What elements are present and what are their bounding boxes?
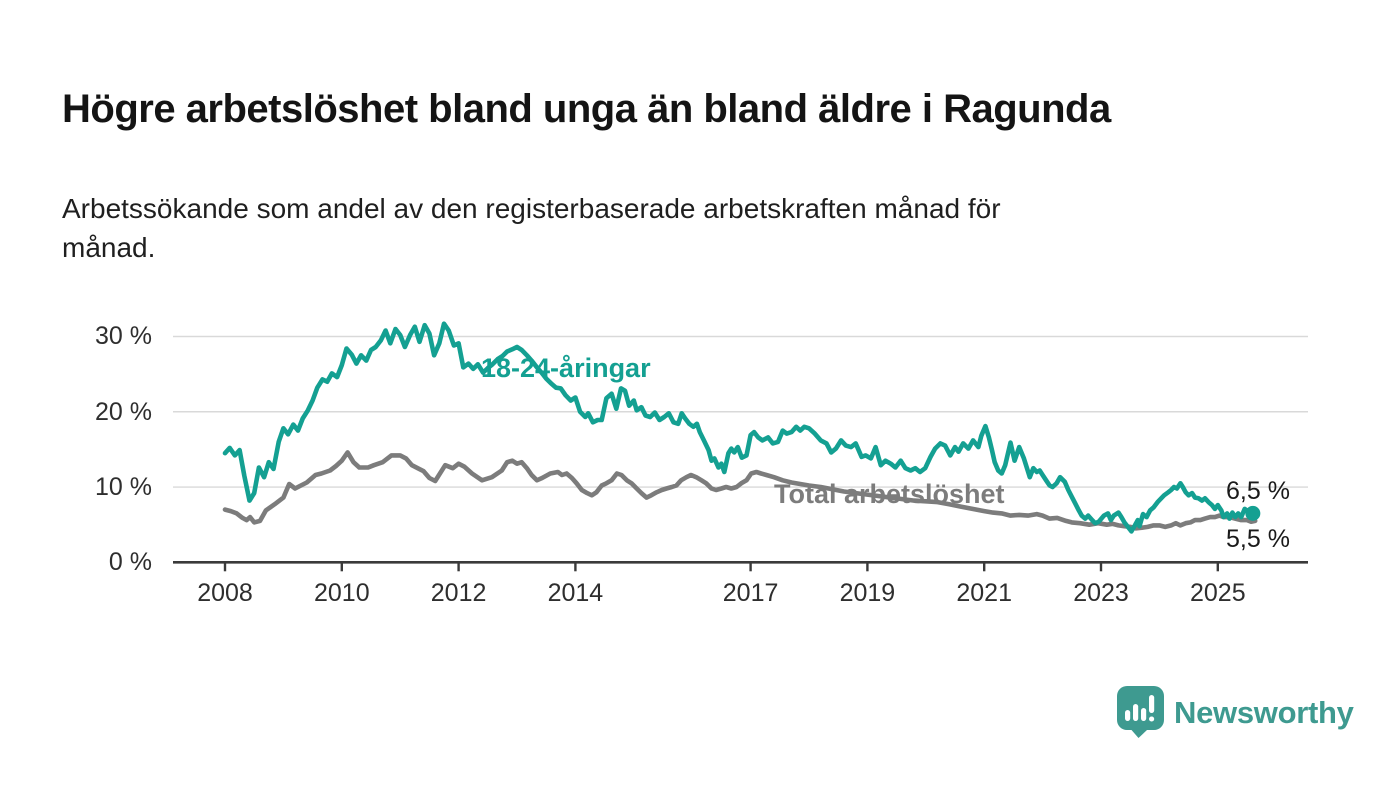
x-tick-label: 2014 — [547, 579, 604, 607]
newsworthy-logo: Newsworthy — [1117, 686, 1354, 738]
x-tick-label: 2017 — [722, 579, 779, 607]
page-title: Högre arbetslöshet bland unga än bland ä… — [62, 86, 1111, 131]
x-axis — [173, 560, 1308, 572]
gridlines — [173, 335, 1308, 488]
y-tick-label: 0 % — [108, 548, 152, 577]
bar-chart-speech-bubble-icon — [1117, 686, 1164, 738]
series-label-youth: 18-24-åringar — [481, 353, 651, 383]
x-tick-label: 2012 — [430, 579, 487, 607]
y-tick-label: 20 % — [95, 397, 152, 426]
brand-name: Newsworthy — [1174, 694, 1354, 730]
x-tick-label: 2019 — [839, 579, 896, 607]
x-tick-label: 2010 — [313, 579, 370, 607]
y-tick-label: 10 % — [95, 473, 152, 502]
x-tick-label: 2023 — [1073, 579, 1129, 607]
series-lines — [222, 321, 1261, 534]
x-tick-label: 2025 — [1189, 579, 1246, 607]
series-end-dot — [1245, 505, 1261, 521]
x-tick-label: 2008 — [197, 579, 253, 607]
x-tick-label: 2021 — [956, 579, 1012, 607]
series-line-youth — [222, 321, 1256, 534]
page-subtitle: Arbetssökande som andel av den registerb… — [62, 193, 1001, 263]
end-value-total: 5,5 % — [1226, 525, 1290, 553]
series-label-total: Total arbetslöshet — [774, 479, 1005, 509]
y-tick-label: 30 % — [95, 322, 152, 351]
end-value-youth: 6,5 % — [1226, 477, 1290, 505]
series-line-total — [222, 450, 1258, 531]
